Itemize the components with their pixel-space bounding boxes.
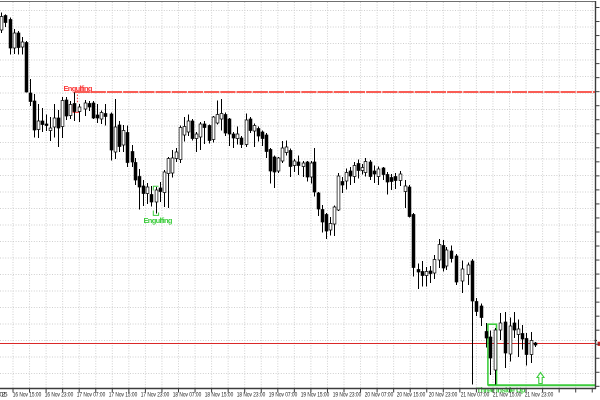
svg-text:18 Nov 07:00: 18 Nov 07:00 [173,392,202,399]
svg-text:19 Nov 07:00: 19 Nov 07:00 [269,392,298,399]
svg-text:Engulfing: Engulfing [144,216,173,225]
svg-text:Engulfing: Engulfing [64,84,93,93]
svg-text:19 Nov 23:00: 19 Nov 23:00 [333,392,362,399]
svg-text:17 Nov 07:00: 17 Nov 07:00 [77,392,106,399]
svg-text:18 Nov 23:00: 18 Nov 23:00 [237,392,266,399]
svg-text:17 Nov 15:00: 17 Nov 15:00 [109,392,138,399]
svg-text:16 Nov 23:00: 16 Nov 23:00 [45,392,74,399]
svg-text:20 Nov 23:00: 20 Nov 23:00 [429,392,458,399]
svg-text:20 Nov 15:00: 20 Nov 15:00 [397,392,426,399]
svg-text:Three Inside Up: Three Inside Up [477,386,526,395]
svg-text:21 Nov 15:00: 21 Nov 15:00 [493,392,522,399]
svg-text:025: 025 [0,392,8,399]
svg-text:21 Nov 07:00: 21 Nov 07:00 [461,392,490,399]
svg-text:20 Nov 07:00: 20 Nov 07:00 [365,392,394,399]
svg-text:16 Nov 15:00: 16 Nov 15:00 [13,392,42,399]
svg-text:18 Nov 15:00: 18 Nov 15:00 [205,392,234,399]
svg-text:21 Nov 23:00: 21 Nov 23:00 [525,392,554,399]
svg-text:19 Nov 15:00: 19 Nov 15:00 [301,392,330,399]
svg-text:17 Nov 23:00: 17 Nov 23:00 [141,392,170,399]
